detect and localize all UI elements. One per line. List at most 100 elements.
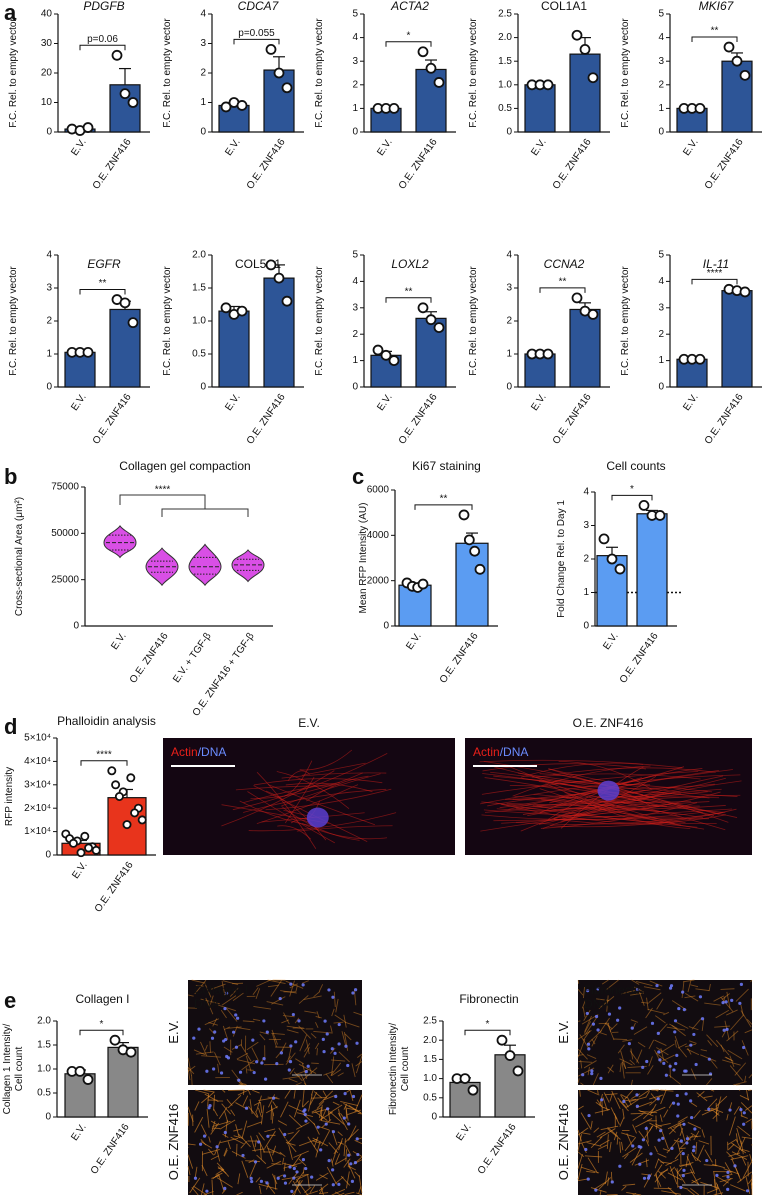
y-tick-label: 40	[41, 9, 53, 20]
data-point	[589, 310, 598, 319]
nucleus	[277, 1177, 280, 1180]
data-point	[741, 287, 750, 296]
nucleus	[628, 1042, 631, 1045]
y-tick-label: 1	[200, 97, 206, 108]
data-point	[267, 260, 276, 269]
y-tick-label: 4	[352, 32, 358, 43]
significance-bracket	[80, 45, 125, 50]
nucleus	[681, 990, 684, 993]
significance-label: **	[711, 26, 719, 37]
significance-label: *	[407, 30, 411, 41]
x-tick-label: E.V.	[601, 631, 620, 652]
fiber	[228, 1090, 245, 1091]
fiber	[614, 1039, 628, 1040]
significance-bracket	[612, 495, 652, 500]
x-tick-label: O.E. ZNF416	[476, 1122, 519, 1177]
panel-label: d	[4, 714, 17, 739]
y-tick-label: 4	[46, 250, 52, 261]
nucleus	[288, 1068, 291, 1071]
nucleus	[590, 1069, 593, 1072]
nucleus	[266, 1031, 269, 1034]
y-tick-label: 1	[352, 355, 358, 366]
data-point	[741, 71, 750, 80]
y-tick-label: 1	[506, 349, 512, 360]
nucleus	[232, 1031, 235, 1034]
nucleus	[227, 1056, 230, 1059]
nucleus	[323, 1020, 326, 1023]
y-tick-label: 0	[200, 382, 206, 393]
nucleus	[645, 1127, 648, 1130]
micrograph	[188, 1090, 362, 1195]
bar	[219, 311, 249, 387]
y-tick-label: 2	[506, 316, 512, 327]
chart-title: EGFR	[87, 257, 121, 271]
nucleus	[594, 1189, 597, 1192]
data-point	[111, 1036, 120, 1045]
data-point	[514, 1066, 523, 1075]
nucleus	[584, 1148, 587, 1151]
nucleus	[241, 1154, 244, 1157]
x-tick-label: O.E. ZNF416	[91, 137, 134, 192]
nucleus	[304, 1119, 307, 1122]
stain-label: Actin/DNA	[473, 745, 528, 759]
nucleus	[343, 1116, 346, 1119]
nucleus	[251, 1039, 254, 1042]
nucleus	[682, 1169, 685, 1172]
y-tick-label: 50000	[51, 528, 79, 539]
chart-title: CDCA7	[238, 0, 280, 13]
data-point	[112, 781, 119, 788]
dna-name: /DNA	[500, 745, 529, 759]
x-tick-label: E.V.	[529, 137, 548, 158]
data-point	[85, 844, 92, 851]
y-tick-label: 2	[583, 554, 589, 565]
nucleus	[351, 991, 354, 994]
y-tick-label: 4	[200, 9, 206, 20]
data-point	[419, 303, 428, 312]
y-axis-label: Fold Change Rel. to Day 1	[556, 500, 567, 618]
y-tick-label: 1×10⁴	[24, 826, 51, 837]
y-axis-label: Fibronectin Intensity/	[388, 1023, 399, 1115]
data-point	[123, 821, 130, 828]
image-title: O.E. ZNF416	[573, 716, 644, 730]
y-tick-label: 2	[658, 79, 664, 90]
nucleus	[631, 1027, 634, 1030]
nucleus	[622, 1100, 625, 1103]
image-row-label: O.E. ZNF416	[166, 1104, 181, 1181]
nucleus	[260, 1180, 263, 1183]
nucleus	[347, 1122, 350, 1125]
chart: Phalloidin analysis01×10⁴2×10⁴3×10⁴4×10⁴…	[4, 714, 156, 914]
nucleus	[674, 1019, 677, 1022]
panel-label: c	[352, 464, 364, 489]
nucleus	[581, 1073, 584, 1076]
dna-name: /DNA	[198, 745, 227, 759]
nucleus	[344, 1045, 347, 1048]
nucleus	[641, 1066, 644, 1069]
nucleus	[746, 1189, 749, 1192]
chart-title: Fibronectin	[459, 992, 518, 1006]
y-tick-label: 0	[658, 382, 664, 393]
y-tick-label: 3×10⁴	[24, 779, 51, 790]
data-point	[84, 123, 93, 132]
nucleus	[310, 1176, 313, 1179]
data-point	[121, 298, 130, 307]
nucleus	[262, 1019, 265, 1022]
nucleus	[742, 1123, 745, 1126]
nucleus	[692, 1145, 695, 1148]
significance-bracket	[692, 37, 737, 42]
nucleus	[255, 1060, 258, 1063]
y-tick-label: 0	[46, 127, 52, 138]
nucleus	[682, 1123, 685, 1126]
violin	[189, 544, 221, 585]
x-tick-label: E.V.	[69, 392, 88, 413]
nucleus	[676, 1114, 679, 1117]
bar	[264, 70, 294, 132]
y-axis-label: F.C. Rel. to empty vector	[468, 18, 479, 128]
bar	[108, 1047, 138, 1117]
nucleus	[203, 1135, 206, 1138]
y-axis-label: F.C. Rel. to empty vector	[468, 266, 479, 376]
y-tick-label: 6000	[367, 485, 390, 496]
